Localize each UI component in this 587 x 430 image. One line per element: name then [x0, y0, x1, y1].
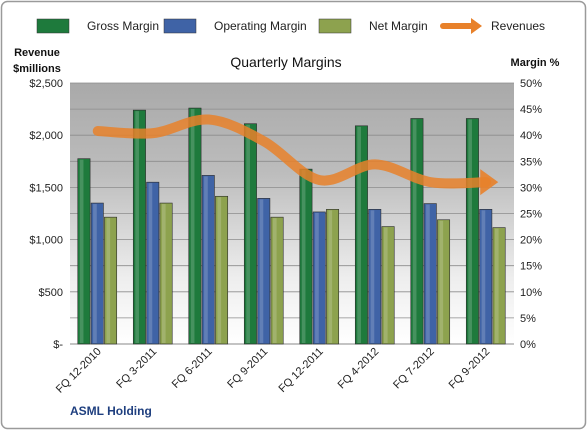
operating-margin-bar [146, 181, 160, 345]
bar-highlight [370, 210, 375, 343]
operating-margin-bar [201, 175, 215, 345]
bar-highlight [79, 159, 84, 343]
y-right-tick-label: 30% [520, 182, 542, 194]
y-right-tick-label: 20% [520, 235, 542, 247]
y-right-tick-label: 0% [520, 339, 536, 351]
bar-highlight [383, 227, 388, 343]
bar-highlight [148, 183, 153, 343]
revenues-point [97, 131, 98, 132]
net-margin-bar [326, 209, 340, 345]
legend: Gross Margin Operating Margin Net Margin Re… [36, 18, 545, 34]
net-margin-bar [437, 219, 451, 345]
legend-label-gross-margin: Gross Margin [87, 19, 159, 33]
y-right-tick-label: 35% [520, 156, 542, 168]
revenues-point [375, 164, 376, 165]
legend-swatch-net-margin [318, 18, 352, 34]
revenues-point [319, 180, 320, 181]
bar-highlight [301, 170, 306, 343]
chart-title: Quarterly Margins [230, 54, 341, 70]
bar-highlight [481, 210, 486, 343]
bar-highlight [259, 199, 264, 343]
operating-margin-bar [368, 209, 382, 345]
revenues-point [486, 182, 487, 183]
bar-highlight [328, 210, 333, 343]
bar-highlight [357, 126, 361, 343]
legend-label-net-margin: Net Margin [369, 19, 428, 33]
revenues-point [430, 182, 431, 183]
y-right-tick-label: 15% [520, 261, 542, 273]
operating-margin-bar [90, 202, 104, 345]
y-left-tick-label: $2,500 [29, 78, 63, 90]
operating-margin-bar [257, 198, 271, 345]
bar-highlight [161, 204, 166, 343]
operating-margin-bar [479, 209, 493, 345]
bar-highlight [494, 228, 499, 343]
y-right-tick-label: 10% [520, 287, 542, 299]
revenues-point [153, 133, 154, 134]
y-left-tick-label: $2,000 [29, 130, 63, 142]
gross-margin-bar [354, 125, 368, 345]
revenues-point [208, 119, 209, 120]
legend-label-operating-margin: Operating Margin [214, 19, 307, 33]
bar-highlight [135, 111, 139, 343]
revenues-line [92, 114, 492, 189]
bar-highlight [468, 119, 472, 343]
y-left-tick-label: $1,500 [29, 182, 63, 194]
legend-swatch-gross-margin [36, 18, 70, 34]
legend-swatch-operating-margin [163, 18, 197, 34]
y-right-tick-label: 50% [520, 78, 542, 90]
bar-highlight [217, 197, 222, 343]
bar-highlight [93, 204, 97, 343]
bars [77, 107, 506, 345]
gross-margin-bar [465, 118, 479, 345]
y-left-tick-label: $500 [39, 287, 63, 299]
gross-margin-bar [188, 107, 202, 345]
operating-margin-bar [312, 211, 326, 345]
gross-margin-bar [243, 123, 257, 345]
gross-margin-bar [410, 118, 424, 345]
right-axis: 0% 5% 10% 15% 20% 25% 30% 35% 40% 45% 50% [520, 78, 542, 351]
bar-highlight [246, 124, 250, 343]
bar-highlight [272, 218, 277, 343]
legend-arrowhead [471, 18, 482, 34]
y-right-title: Margin % [511, 57, 560, 69]
net-margin-bar [159, 202, 173, 345]
revenues-point [264, 141, 265, 142]
revenue-series [92, 114, 499, 196]
bar-highlight [412, 119, 417, 343]
y-right-tick-label: 45% [520, 104, 542, 116]
net-margin-bar [381, 226, 395, 345]
net-margin-bar [270, 216, 284, 345]
company-label: ASML Holding [70, 404, 152, 418]
y-left-tick-label: $1,000 [29, 235, 63, 247]
bar-highlight [204, 176, 208, 343]
bar-highlight [106, 218, 111, 343]
net-margin-bar [492, 227, 506, 345]
bar-highlight [439, 220, 444, 343]
net-margin-bar [104, 216, 118, 345]
y-right-tick-label: 25% [520, 209, 542, 221]
y-left-title-line2: $millions [13, 63, 61, 75]
left-axis: $- $500 $1,000 $1,500 $2,000 $2,500 [29, 78, 63, 351]
bar-highlight [190, 109, 195, 343]
bar-highlight [426, 204, 430, 343]
legend-label-revenues: Revenues [491, 19, 545, 33]
y-right-tick-label: 5% [520, 313, 536, 325]
gross-margin-bar [132, 109, 146, 345]
y-left-title-line1: Revenue [14, 47, 60, 59]
gross-margin-bar [77, 158, 91, 345]
net-margin-bar [215, 195, 229, 345]
gross-margin-bar [299, 168, 313, 345]
revenues-arrowhead [480, 169, 499, 196]
bar-highlight [315, 212, 319, 343]
operating-margin-bar [423, 203, 437, 345]
y-right-tick-label: 40% [520, 130, 542, 142]
y-left-tick-label: $- [53, 339, 63, 351]
